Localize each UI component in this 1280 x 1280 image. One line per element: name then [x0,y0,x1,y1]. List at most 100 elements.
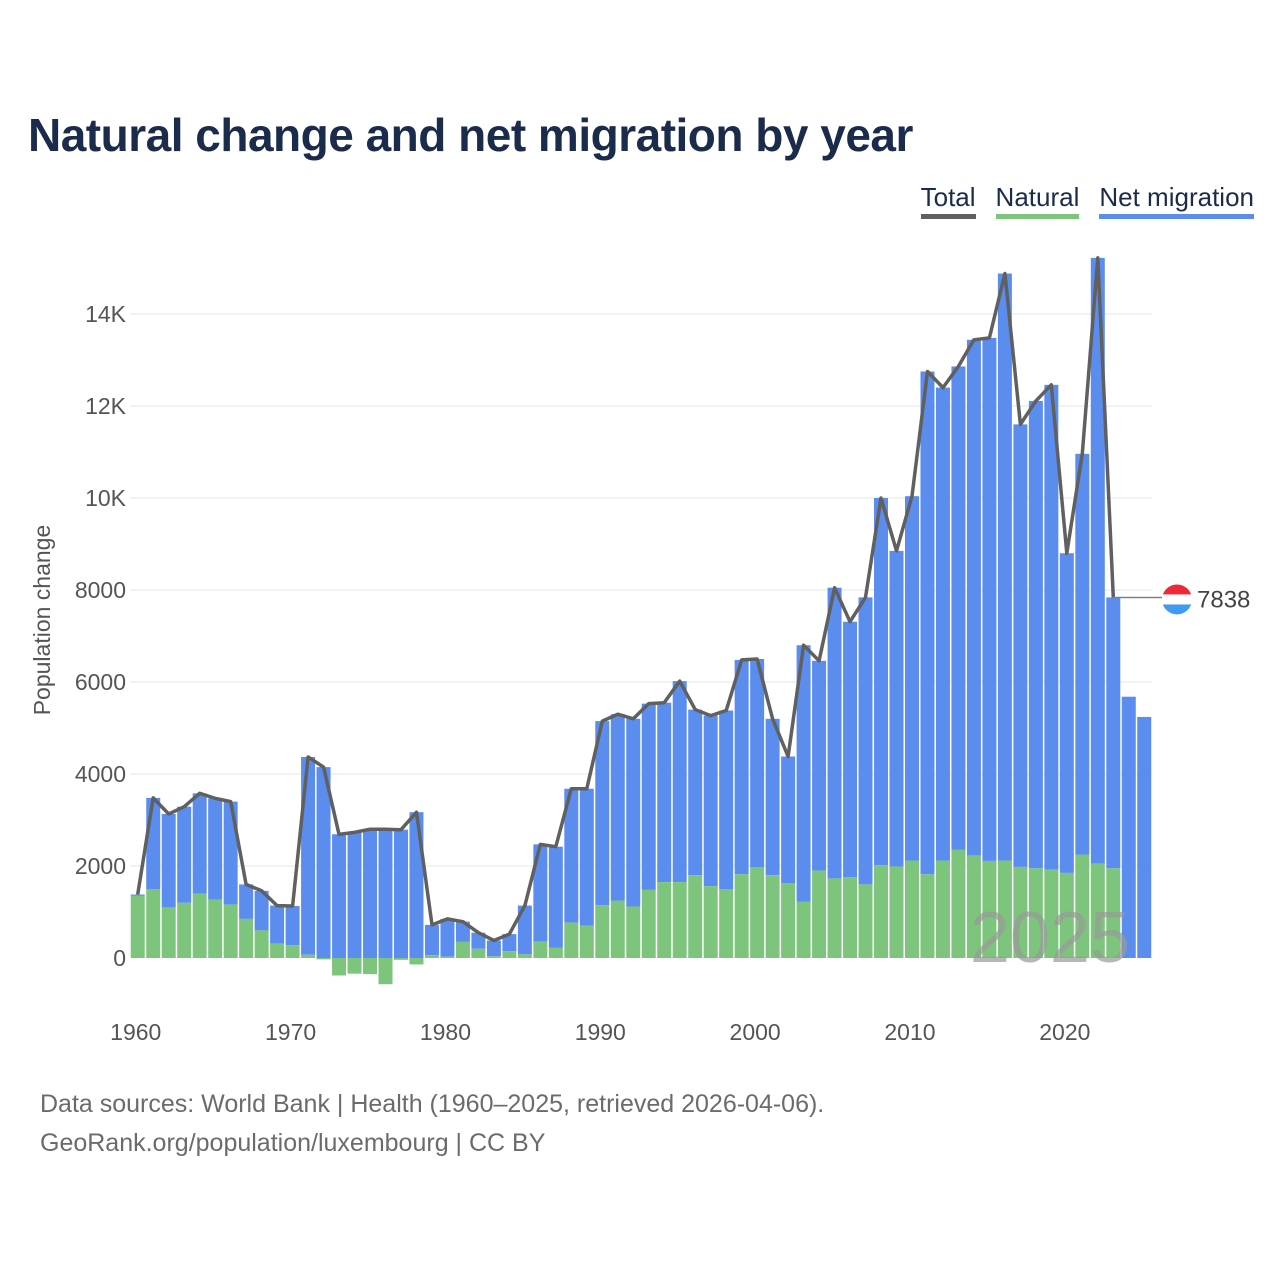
bar-net-migration-1964[interactable] [192,793,207,894]
bar-net-migration-2015[interactable] [982,337,997,861]
bar-natural-2008[interactable] [874,865,889,958]
bar-natural-1985[interactable] [517,954,532,958]
bar-natural-2018[interactable] [1028,868,1043,958]
bar-natural-1980[interactable] [440,956,455,958]
bar-net-migration-1967[interactable] [239,884,254,919]
bar-net-migration-2013[interactable] [951,366,966,850]
bar-net-migration-1991[interactable] [610,714,625,901]
bar-net-migration-2000[interactable] [750,659,765,868]
legend-item-total[interactable]: Total [920,182,976,219]
bar-natural-2001[interactable] [765,875,780,958]
bar-natural-2020[interactable] [1059,872,1074,958]
bar-natural-1988[interactable] [564,922,579,958]
bar-net-migration-2019[interactable] [1044,384,1059,870]
bar-net-migration-1960[interactable] [130,894,145,896]
bar-net-migration-1970[interactable] [285,906,300,946]
bar-natural-2003[interactable] [796,901,811,958]
bar-net-migration-1978[interactable] [409,812,424,958]
bar-natural-1975[interactable] [363,958,378,975]
bar-natural-1991[interactable] [610,900,625,959]
bar-net-migration-1973[interactable] [332,834,347,958]
bar-natural-1968[interactable] [254,930,269,958]
bar-natural-1977[interactable] [393,958,408,960]
bar-natural-1966[interactable] [223,904,238,958]
bar-net-migration-1984[interactable] [502,934,517,952]
bar-natural-1960[interactable] [130,895,145,958]
bar-net-migration-1966[interactable] [223,801,238,905]
bar-natural-1979[interactable] [424,955,439,958]
bar-net-migration-2021[interactable] [1075,453,1090,855]
bar-natural-1987[interactable] [548,947,563,958]
bar-net-migration-2005[interactable] [827,587,842,879]
bar-net-migration-2001[interactable] [765,718,780,876]
bar-net-migration-2023[interactable] [1106,597,1121,869]
bar-natural-1969[interactable] [270,943,285,958]
bar-net-migration-1996[interactable] [688,709,703,876]
bar-natural-2017[interactable] [1013,866,1028,958]
bar-net-migration-1977[interactable] [393,829,408,958]
bar-net-migration-1972[interactable] [316,767,331,958]
bar-natural-1986[interactable] [533,941,548,958]
bar-net-migration-1993[interactable] [641,703,656,890]
bar-natural-2007[interactable] [858,884,873,958]
bar-natural-2012[interactable] [935,860,950,958]
bar-net-migration-2008[interactable] [874,498,889,866]
bar-net-migration-1974[interactable] [347,832,362,958]
legend-item-natural[interactable]: Natural [995,182,1080,219]
bar-net-migration-2025[interactable] [1137,716,1152,958]
bar-net-migration-1997[interactable] [703,715,718,887]
bar-net-migration-1975[interactable] [363,829,378,958]
bar-net-migration-1992[interactable] [626,718,641,907]
bar-net-migration-1983[interactable] [486,940,501,957]
bar-net-migration-1968[interactable] [254,890,269,931]
bar-natural-1994[interactable] [657,882,672,958]
bar-net-migration-2014[interactable] [966,339,981,856]
bar-net-migration-1980[interactable] [440,918,455,957]
bar-natural-1982[interactable] [471,948,486,958]
bar-net-migration-1981[interactable] [455,921,470,942]
bar-net-migration-1971[interactable] [301,756,316,955]
bar-natural-1998[interactable] [719,889,734,958]
bar-net-migration-1987[interactable] [548,846,563,948]
bar-natural-1972[interactable] [316,958,331,960]
bar-net-migration-2003[interactable] [796,645,811,902]
bar-natural-1964[interactable] [192,893,207,958]
bar-natural-1983[interactable] [486,956,501,958]
bar-natural-1971[interactable] [301,954,316,958]
bar-net-migration-2006[interactable] [843,621,858,878]
bar-net-migration-2020[interactable] [1059,553,1074,873]
bar-net-migration-1961[interactable] [146,797,161,889]
bar-natural-2002[interactable] [781,883,796,958]
bar-natural-1976[interactable] [378,958,393,985]
bar-net-migration-2007[interactable] [858,597,873,885]
bar-net-migration-1969[interactable] [270,905,285,944]
bar-natural-1967[interactable] [239,918,254,958]
bar-natural-1992[interactable] [626,906,641,958]
bar-net-migration-2009[interactable] [889,550,904,867]
bar-net-migration-2012[interactable] [935,387,950,861]
bar-net-migration-1963[interactable] [177,806,192,903]
bar-natural-1990[interactable] [595,905,610,958]
bar-net-migration-1986[interactable] [533,844,548,942]
bar-natural-1965[interactable] [208,899,223,958]
bar-net-migration-2010[interactable] [904,496,919,861]
bar-natural-1978[interactable] [409,958,424,965]
bar-net-migration-1990[interactable] [595,721,610,906]
bar-net-migration-1976[interactable] [378,829,393,958]
bar-net-migration-1999[interactable] [734,659,749,875]
bar-natural-1995[interactable] [672,882,687,958]
bar-natural-2011[interactable] [920,874,935,958]
bar-net-migration-1994[interactable] [657,702,672,883]
bar-net-migration-2022[interactable] [1090,257,1105,864]
bar-natural-2005[interactable] [827,878,842,958]
bar-natural-2006[interactable] [843,877,858,958]
bar-natural-1963[interactable] [177,902,192,958]
bar-net-migration-1998[interactable] [719,710,734,889]
bar-natural-1974[interactable] [347,958,362,974]
bar-natural-2019[interactable] [1044,869,1059,958]
bar-natural-2021[interactable] [1075,854,1090,959]
bar-net-migration-2024[interactable] [1121,696,1136,958]
bar-natural-1996[interactable] [688,875,703,958]
bar-net-migration-1988[interactable] [564,788,579,923]
bar-natural-2023[interactable] [1106,868,1121,958]
